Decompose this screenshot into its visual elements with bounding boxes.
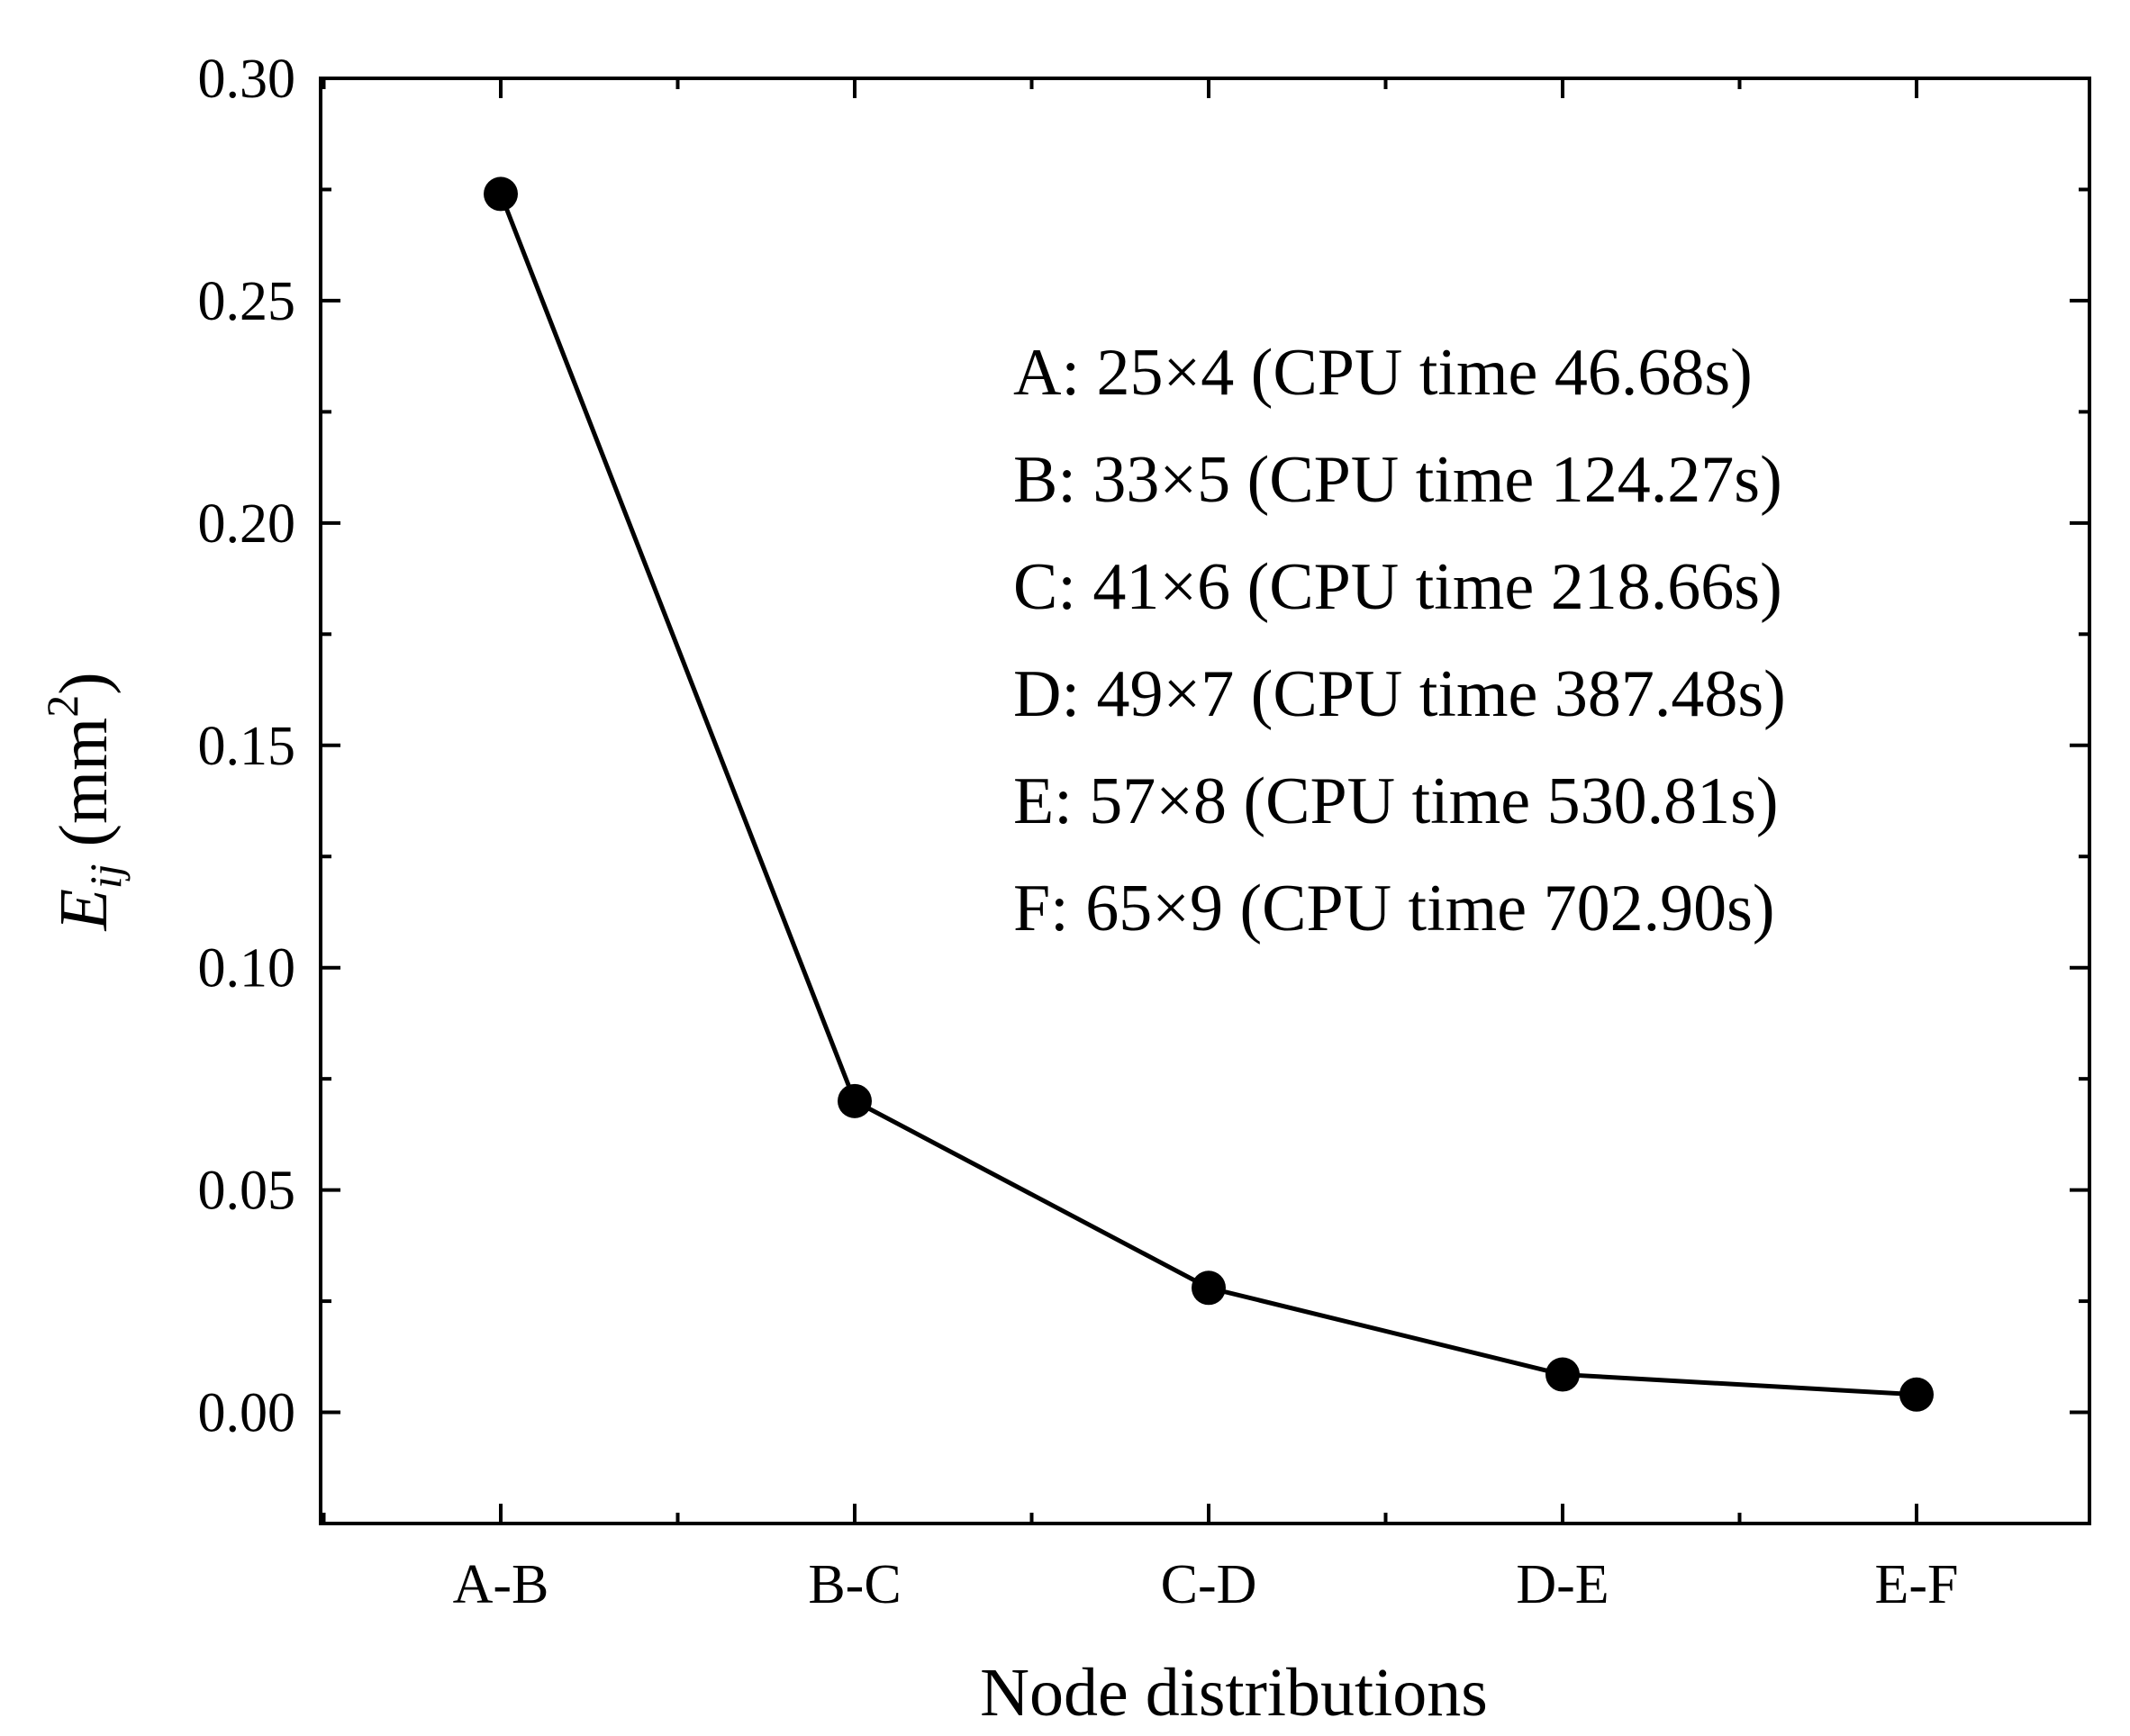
annotation-line: D: 49×7 (CPU time 387.48s) [1013,657,1786,731]
y-axis-ticks: 0.00 0.05 0.10 0.15 0.20 0.25 0.30 [198,49,2089,1525]
data-point [1899,1377,1934,1412]
y-axis-title-subscript: ij [80,863,131,889]
y-axis-title-base: E [46,889,122,931]
x-tick-label: D-E [1516,1554,1609,1615]
y-axis-title-unit: (mm [46,718,122,864]
y-tick-label: 0.20 [198,493,296,555]
annotation-line: F: 65×9 (CPU time 702.90s) [1013,872,1775,945]
data-series [484,176,1934,1412]
y-tick-label: 0.05 [198,1161,296,1222]
x-axis-ticks: A-B B-C C-D D-E E-F [322,78,1959,1615]
y-axis-title-close: ) [46,672,122,694]
y-tick-label: 0.15 [198,716,296,777]
data-point [1192,1270,1226,1306]
x-tick-label: E-F [1875,1554,1959,1615]
annotation-line: C: 41×6 (CPU time 218.66s) [1013,550,1782,624]
annotation-line: B: 33×5 (CPU time 124.27s) [1013,443,1782,517]
y-tick-label: 0.30 [198,49,296,110]
y-tick-label: 0.00 [198,1383,296,1444]
y-tick-label: 0.25 [198,271,296,332]
annotation-line: E: 57×8 (CPU time 530.81s) [1013,764,1779,838]
y-tick-label: 0.10 [198,938,296,999]
x-tick-label: B-C [808,1554,901,1615]
data-point [484,176,518,212]
plot-frame [319,77,2091,1525]
annotation-legend: A: 25×4 (CPU time 46.68s) B: 33×5 (CPU t… [1013,336,1786,945]
y-axis-title: Eij (mm2) [37,672,131,931]
annotation-line: A: 25×4 (CPU time 46.68s) [1013,336,1753,410]
data-point [838,1083,872,1118]
x-axis-title: Node distributions [980,1655,1488,1731]
x-tick-label: C-D [1161,1554,1257,1615]
data-point [1545,1357,1580,1392]
x-tick-label: A-B [453,1554,549,1615]
y-axis-title-superscript: 2 [37,695,87,718]
